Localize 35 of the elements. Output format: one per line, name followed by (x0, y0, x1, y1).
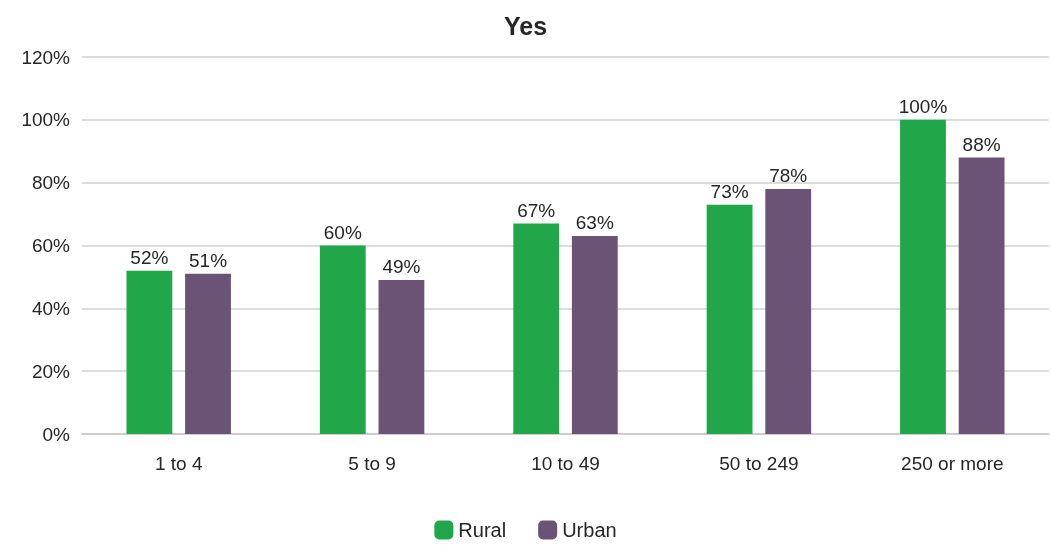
bar (900, 119, 946, 434)
bar (126, 270, 173, 434)
bar (958, 157, 1005, 434)
data-label: 63% (575, 212, 614, 234)
y-tick-label: 20% (31, 360, 71, 382)
data-label: 52% (130, 246, 169, 268)
x-tick-label: 250 or more (901, 453, 1004, 474)
y-tick-label: 120% (21, 46, 71, 68)
x-tick-label: 5 to 9 (348, 453, 396, 474)
y-tick-label: 0% (42, 423, 71, 445)
bar (185, 273, 231, 434)
data-label: 60% (323, 221, 362, 243)
x-tick-label: 10 to 49 (531, 453, 600, 474)
data-label: 88% (962, 133, 1001, 155)
y-tick-label: 60% (31, 235, 71, 256)
bar (765, 188, 812, 434)
bar (378, 280, 425, 434)
chart-title: Yes (503, 11, 548, 40)
x-tick-label: 50 to 249 (719, 453, 799, 474)
data-label: 67% (517, 199, 556, 221)
y-tick-label: 80% (31, 172, 71, 194)
y-tick-label: 100% (21, 109, 71, 131)
data-label: 78% (769, 164, 808, 186)
legend-label: Urban (562, 519, 617, 541)
bar (706, 204, 753, 434)
data-label: 49% (382, 256, 421, 278)
data-label: 100% (898, 95, 948, 117)
y-tick-label: 40% (31, 297, 71, 319)
legend-label: Rural (458, 519, 507, 541)
data-label: 51% (189, 249, 228, 271)
bar (571, 236, 618, 434)
data-label: 73% (710, 180, 749, 202)
bar (513, 223, 560, 434)
x-tick-label: 1 to 4 (154, 453, 203, 474)
bar (319, 245, 366, 434)
